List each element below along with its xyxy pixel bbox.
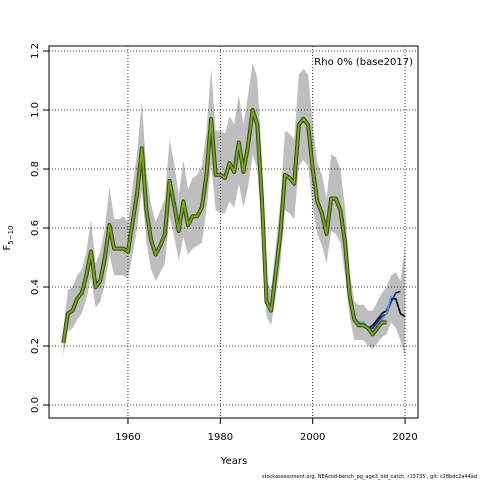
y-tick-label: 0.4 [30,279,41,295]
x-tick-label: 1980 [208,432,233,443]
x-tick-label: 2000 [300,432,325,443]
y-tick-label: 0.0 [30,397,41,413]
x-tick-label: 2020 [392,432,417,443]
y-tick-label: 0.8 [30,161,41,177]
footer: stockassessment.org, NEAcod-bench_pg_age… [262,474,477,480]
plot-layer [49,46,418,418]
series-line [62,109,387,344]
y-tick-label: 0.2 [30,338,41,354]
chart-title: Rho 0% (base2017) [314,57,413,68]
x-tick-label: 1960 [115,432,140,443]
y-tick-label: 1.0 [30,102,41,118]
y-axis-label: F5−10 [2,226,15,251]
y-tick-label: 0.6 [30,220,41,236]
y-axis-label-sub: 5−10 [7,226,15,245]
y-tick-label: 1.2 [30,43,41,59]
y-axis-label-main: F [2,245,13,251]
x-axis-label: Years [220,456,247,467]
plot-frame [48,45,419,419]
